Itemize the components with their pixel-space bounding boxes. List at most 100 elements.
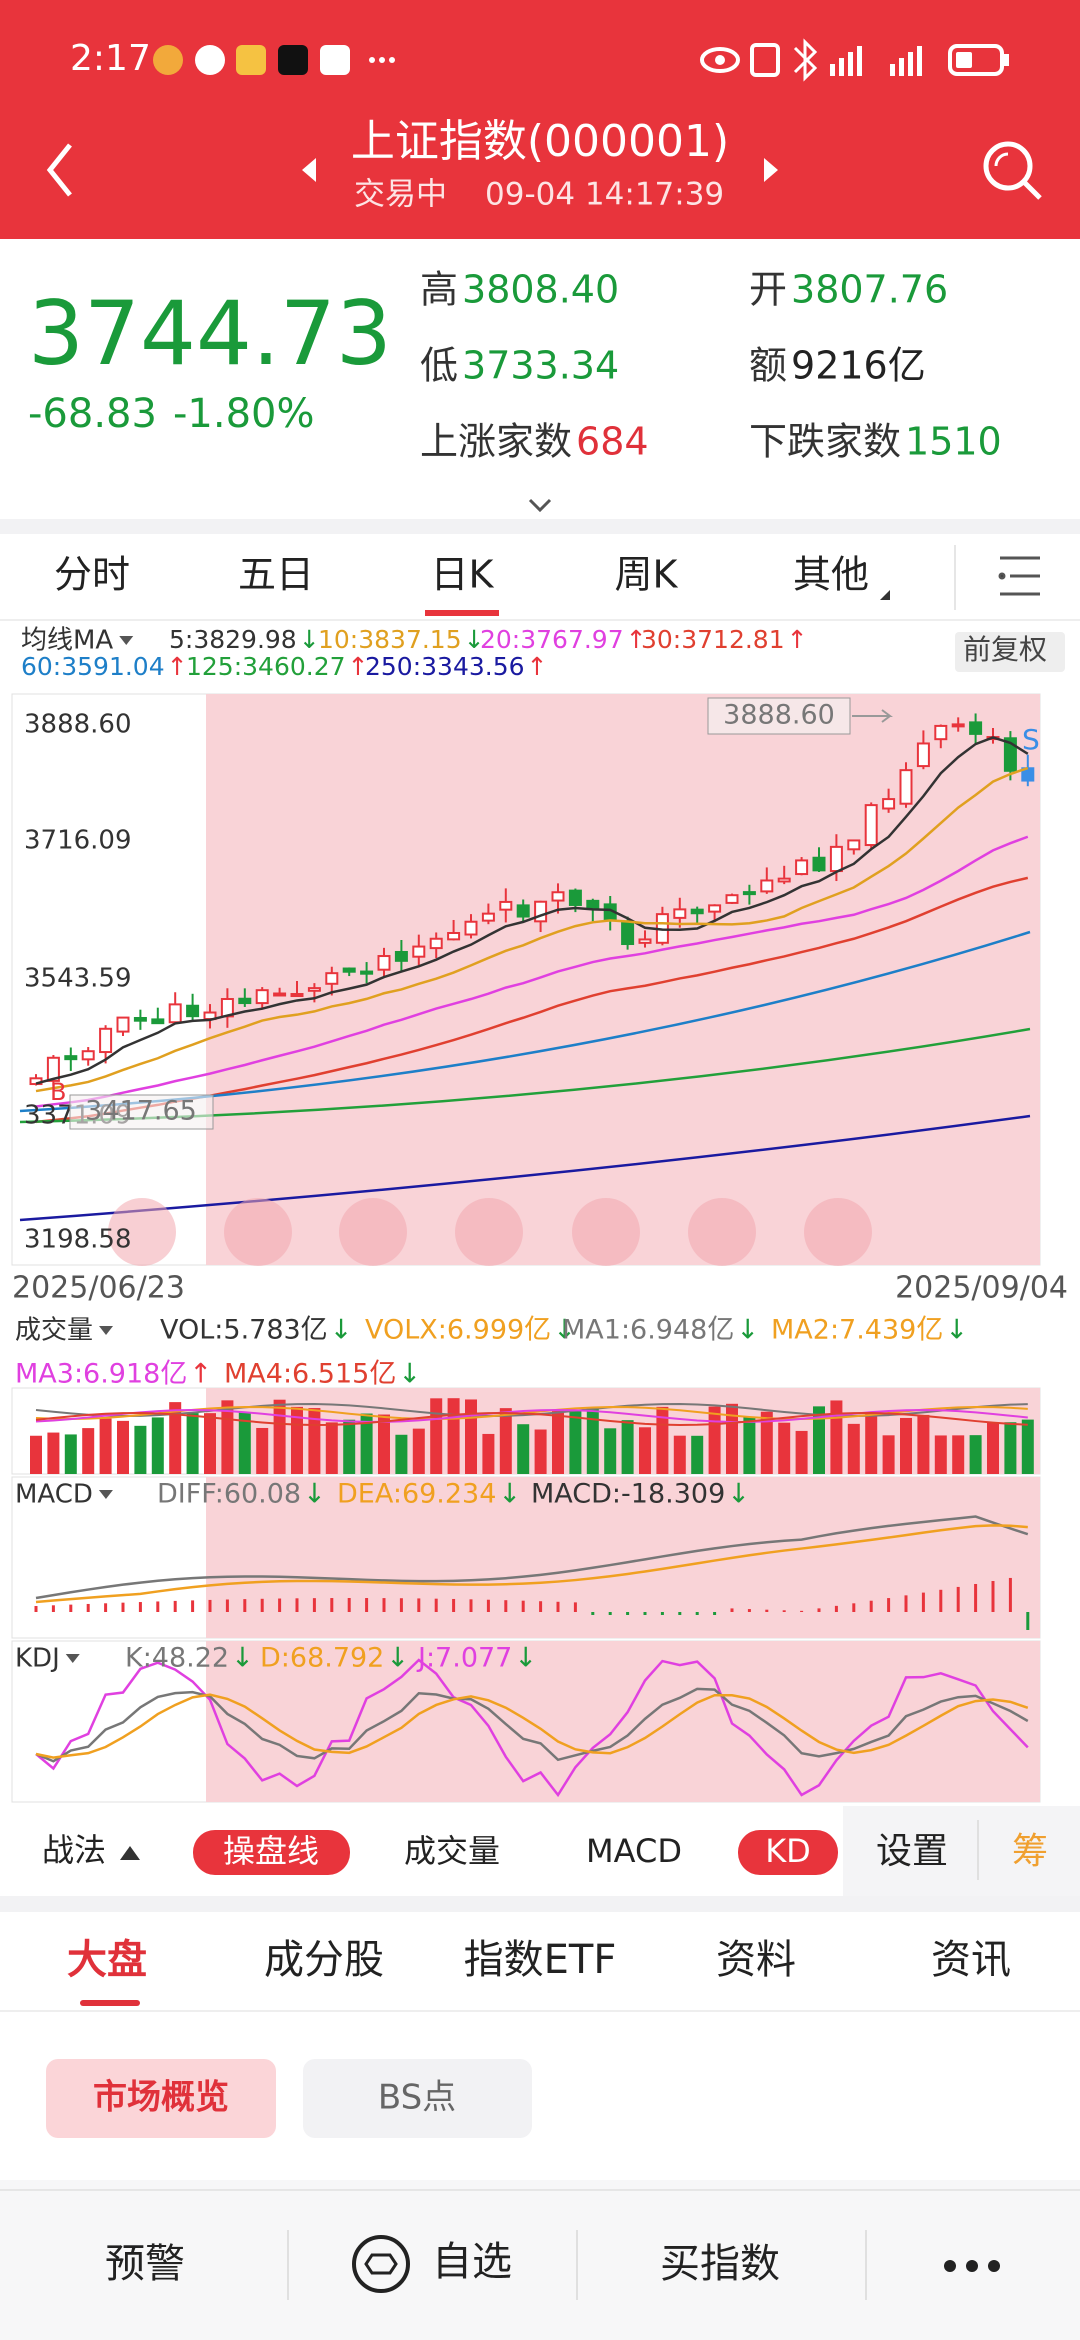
nav-item[interactable]: 自选 [432, 2239, 512, 2285]
macd-bar [782, 1610, 786, 1612]
info-tab[interactable]: 资料 [716, 1937, 796, 1983]
macd-bar [34, 1606, 38, 1612]
macd-bar [852, 1603, 856, 1612]
volume-bar [882, 1435, 895, 1474]
panel-caret [65, 1654, 80, 1663]
stat-value: 3807.76 [791, 268, 948, 312]
legend-item: 125:3460.27 [186, 652, 346, 681]
indicator-line [35, 835, 1029, 1108]
macd-bar [365, 1598, 369, 1612]
volume-bar [621, 1420, 634, 1474]
legend-item: D:68.792 [260, 1643, 384, 1674]
strategy[interactable]: 战法 [42, 1831, 106, 1869]
chart-control[interactable] [108, 1198, 176, 1266]
nav-item[interactable]: 预警 [105, 2241, 185, 2287]
nav-item[interactable]: 买指数 [660, 2241, 780, 2287]
indicator-line [35, 1687, 1029, 1763]
chart-tab[interactable]: 日K [431, 553, 495, 597]
volume-bar [952, 1435, 965, 1474]
indicator[interactable]: 操盘线 [223, 1832, 319, 1870]
chart-control[interactable] [688, 1198, 756, 1266]
macd-bar [556, 1601, 560, 1612]
chart-tab[interactable]: 分时 [54, 553, 130, 597]
chart-control[interactable] [455, 1198, 523, 1266]
macd-bar [678, 1612, 682, 1615]
volume-bar [99, 1418, 112, 1474]
indicator-line [35, 736, 1029, 1085]
volume-bar [430, 1398, 443, 1474]
expand[interactable] [528, 498, 552, 513]
subtab-bg[interactable] [46, 2059, 276, 2138]
next-index[interactable] [764, 158, 778, 182]
candle-body [168, 1003, 182, 1024]
chart-control[interactable] [804, 1198, 872, 1266]
macd-bar [225, 1599, 229, 1612]
subtab-bg[interactable] [303, 2059, 532, 2138]
macd-bar [138, 1602, 142, 1612]
info-tab[interactable]: 大盘 [67, 1937, 147, 1983]
volume-bar [1004, 1422, 1017, 1474]
indicator[interactable]: MACD [586, 1832, 682, 1870]
candle-body [568, 889, 582, 906]
plot [19, 713, 1035, 1798]
search-button[interactable] [983, 141, 1042, 200]
legend-item: DIFF:60.08 [157, 1479, 301, 1510]
legend-item: VOLX:6.999亿 [365, 1315, 551, 1346]
adjust-mode[interactable]: 前复权 [963, 633, 1047, 666]
volume-bar [847, 1423, 860, 1474]
chart-tab[interactable]: 周K [615, 553, 679, 597]
candle-body [1003, 737, 1017, 772]
volume-bar [499, 1408, 512, 1474]
legend-item: 30:3712.81 [641, 625, 785, 654]
range-highlight [206, 1477, 1040, 1638]
volume-bar [900, 1417, 912, 1474]
volume-bar [830, 1400, 843, 1474]
volume-bar [117, 1420, 129, 1474]
subtab[interactable]: BS点 [378, 2078, 456, 2118]
chart-control[interactable] [224, 1198, 292, 1266]
volume-bar [186, 1413, 199, 1474]
candle-body [516, 904, 530, 918]
candle-body [81, 1050, 95, 1061]
subtab[interactable]: 市场概览 [93, 2078, 229, 2118]
macd-bar [399, 1598, 403, 1612]
settings[interactable]: 设置 [876, 1831, 948, 1872]
info-tab[interactable]: 资讯 [931, 1937, 1011, 1983]
chart-tab[interactable]: 其他 [793, 553, 869, 597]
indicator-pill[interactable] [738, 1830, 838, 1875]
candle-body [829, 845, 843, 873]
legend-item: MA4:6.515亿 [224, 1359, 396, 1390]
volume-bar [934, 1435, 947, 1474]
chart-tab[interactable]: 五日 [238, 553, 314, 597]
volume-bar [517, 1424, 530, 1474]
info-tab[interactable]: 指数ETF [464, 1937, 617, 1983]
chart-control[interactable] [572, 1198, 640, 1266]
candle-body [725, 894, 739, 904]
candle-body [899, 769, 913, 805]
indicator[interactable]: 成交量 [404, 1832, 500, 1870]
chips[interactable]: 筹 [1012, 1831, 1048, 1872]
menu-icon[interactable] [998, 556, 1040, 596]
chart-control[interactable] [339, 1198, 407, 1266]
stat-label: 低 [420, 344, 458, 388]
indicator[interactable]: KD [765, 1832, 811, 1870]
volume-bar [708, 1406, 721, 1474]
legend-item: K:48.22 [125, 1643, 229, 1674]
indicator-pill[interactable] [193, 1830, 350, 1875]
macd-bar [312, 1598, 316, 1612]
legend-arrow: ↓ [398, 1359, 421, 1390]
macd-bar [956, 1586, 960, 1612]
buy-marker: B [50, 1078, 66, 1106]
prev-index[interactable] [302, 158, 316, 182]
macd-bar [974, 1583, 978, 1612]
stat-value: 3808.40 [462, 268, 619, 312]
macd-bar [434, 1598, 438, 1612]
more-button[interactable] [944, 2260, 1000, 2272]
info-tab[interactable]: 成分股 [264, 1937, 384, 1983]
volume-bar [639, 1427, 651, 1474]
macd-bar [834, 1605, 838, 1612]
indicator-line [35, 1412, 1028, 1426]
nav-bar [0, 2180, 1080, 2340]
back-button[interactable] [46, 143, 72, 197]
stat-value: 684 [576, 420, 649, 464]
